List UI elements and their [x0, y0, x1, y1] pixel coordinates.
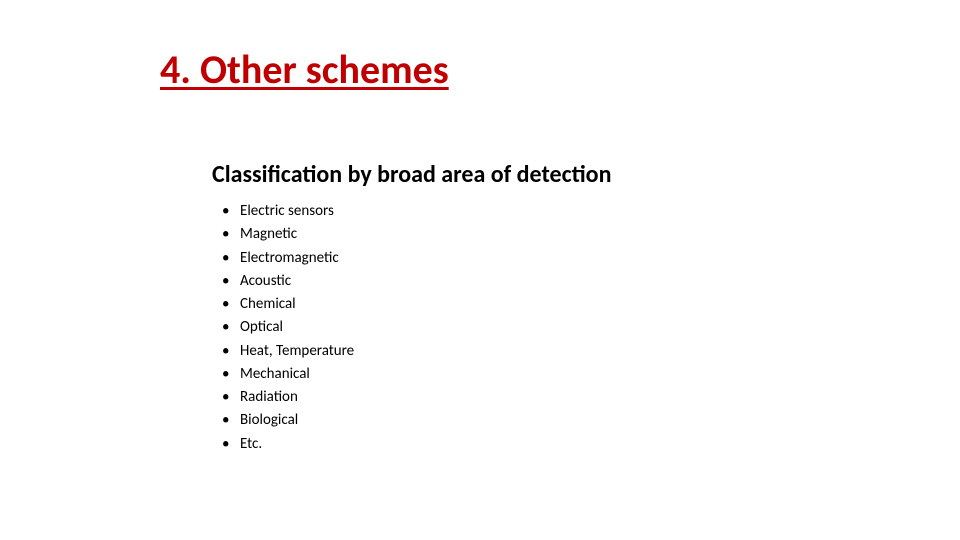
list-item: Chemical — [222, 293, 354, 316]
bullet-list: Electric sensors Magnetic Electromagneti… — [222, 200, 354, 456]
list-item: Etc. — [222, 433, 354, 456]
list-item: Acoustic — [222, 270, 354, 293]
list-item: Optical — [222, 316, 354, 339]
list-item: Heat, Temperature — [222, 340, 354, 363]
list-item: Electromagnetic — [222, 247, 354, 270]
list-item: Magnetic — [222, 223, 354, 246]
list-item: Radiation — [222, 386, 354, 409]
list-item: Mechanical — [222, 363, 354, 386]
slide-subheading: Classification by broad area of detectio… — [212, 160, 611, 189]
slide: 4. Other schemes Classification by broad… — [0, 0, 960, 540]
list-item: Electric sensors — [222, 200, 354, 223]
slide-title: 4. Other schemes — [160, 48, 449, 92]
list-item: Biological — [222, 409, 354, 432]
